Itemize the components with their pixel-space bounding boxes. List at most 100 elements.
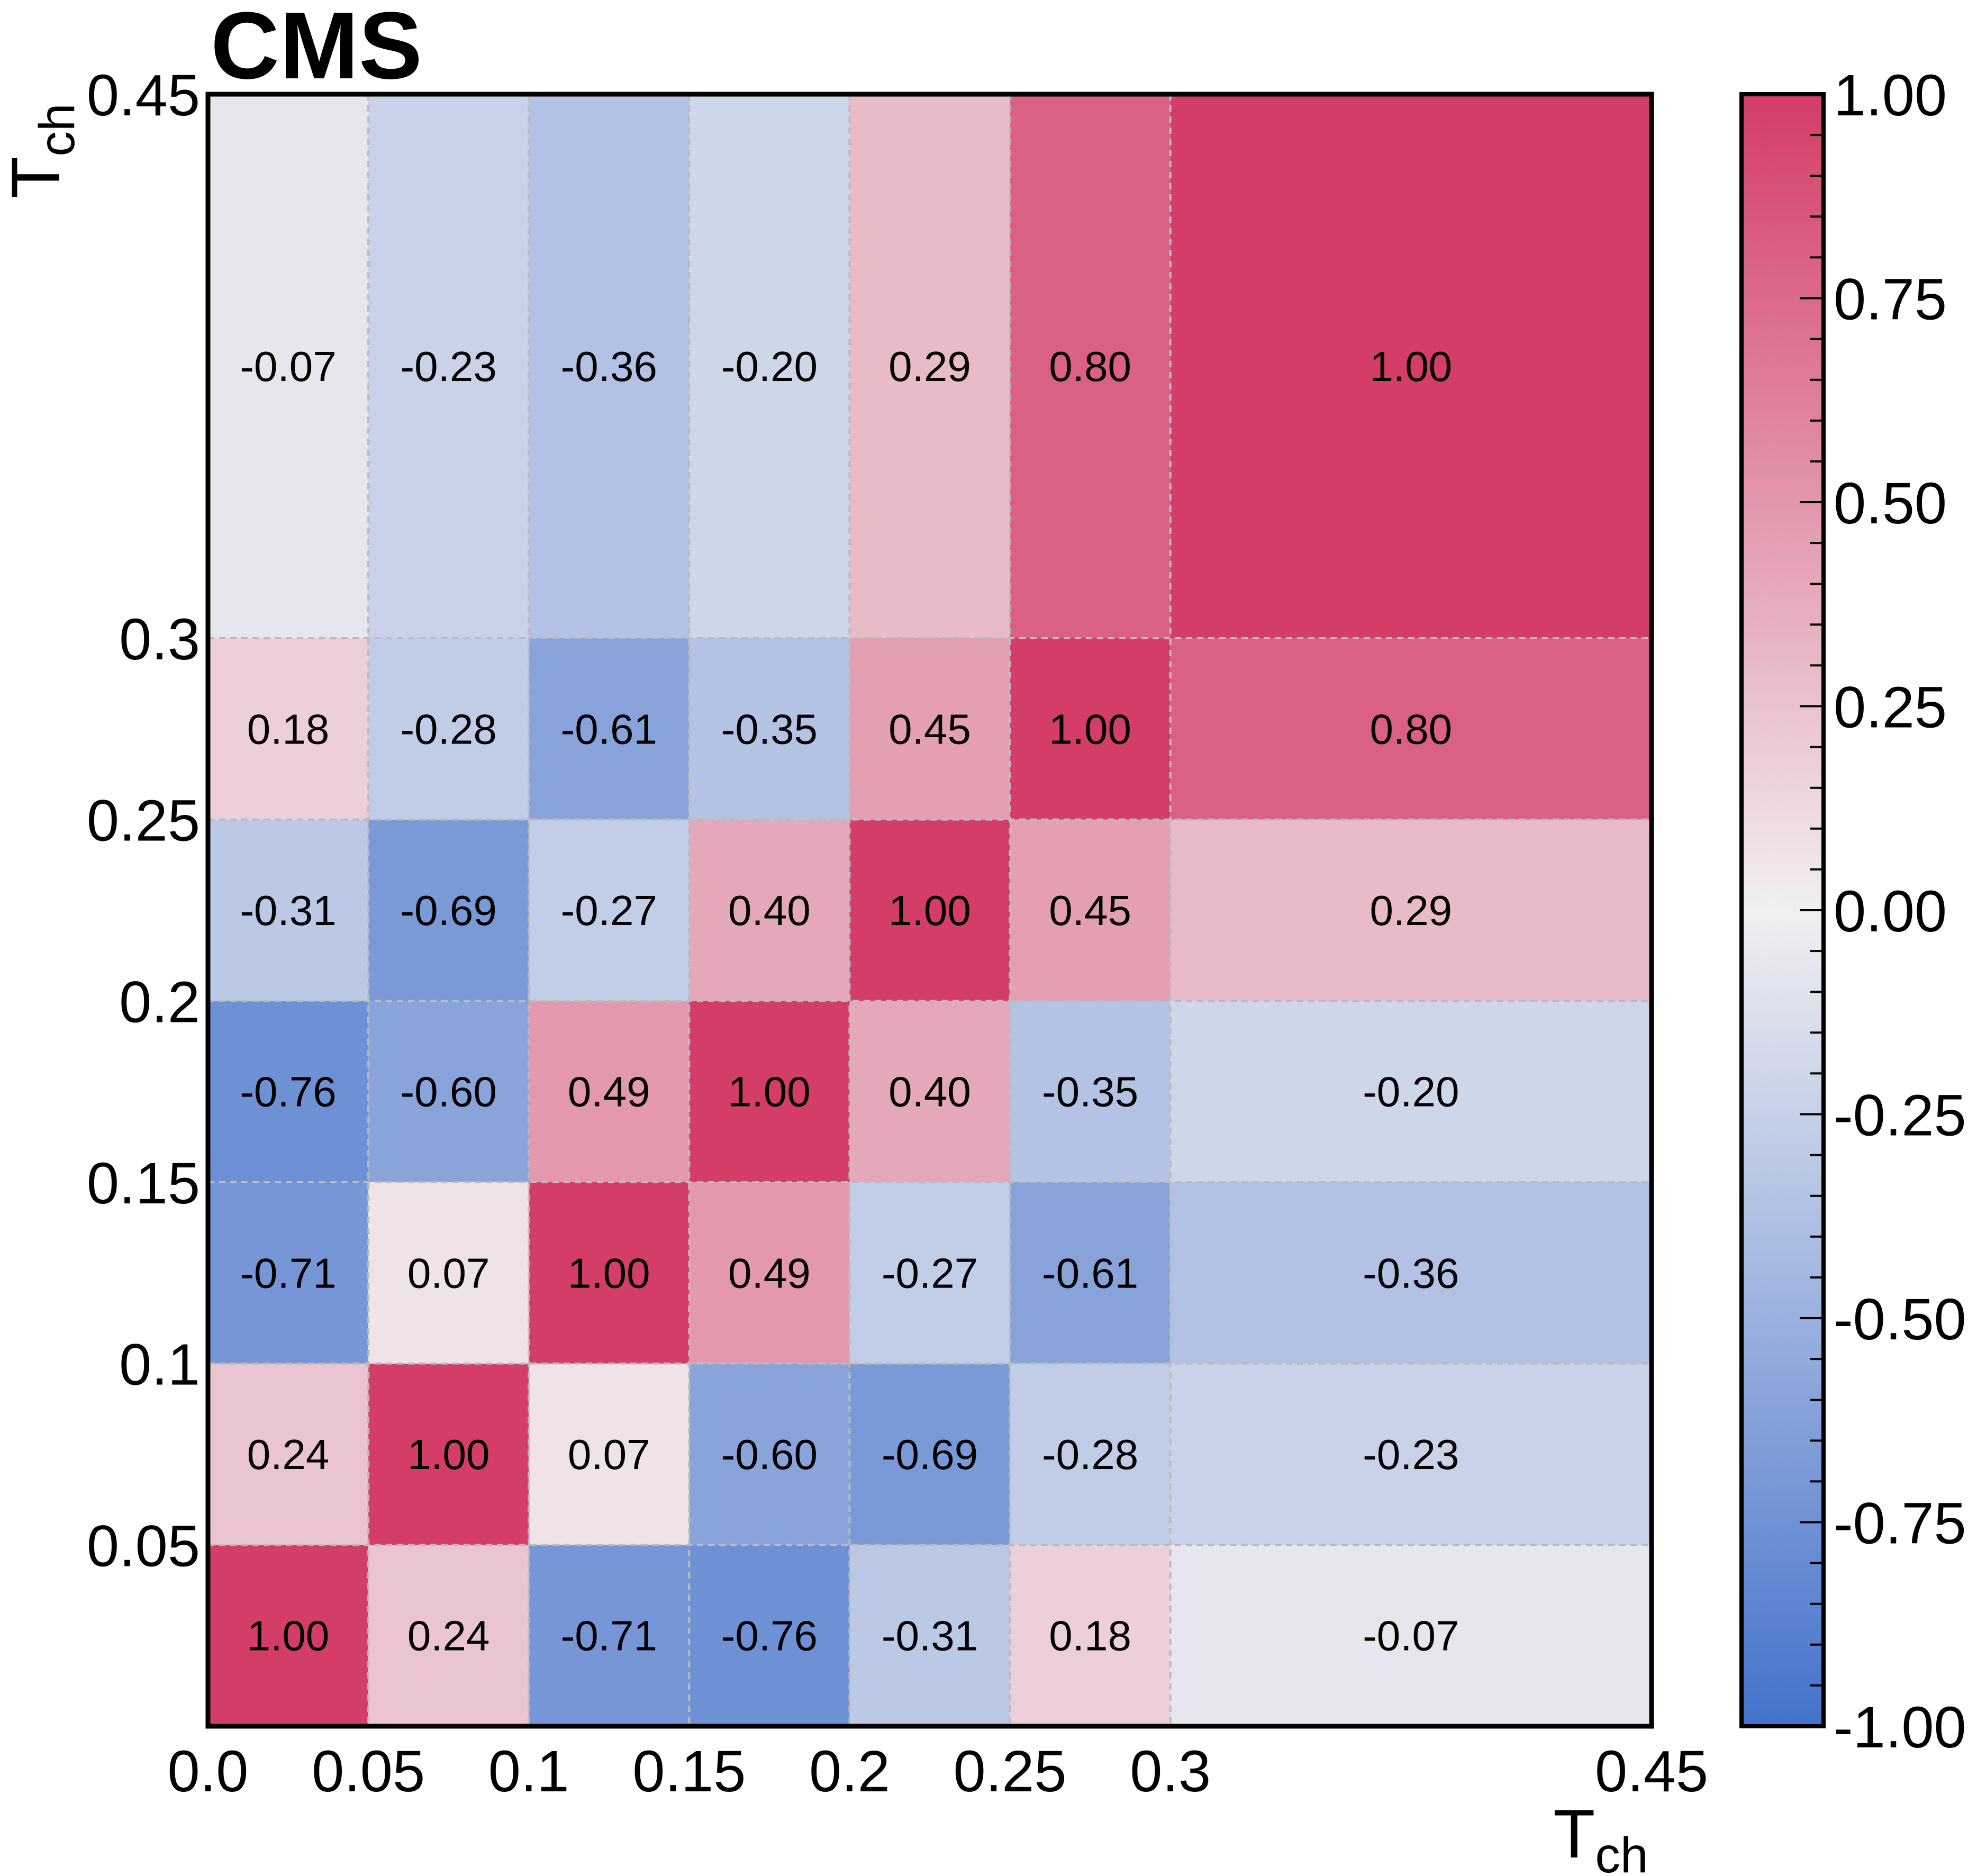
colorbar-tick-label: 0.25: [1834, 675, 1947, 740]
heatmap-cell: [1010, 94, 1171, 638]
cell-value-label: -0.07: [240, 343, 336, 390]
heatmap-cell: [529, 1545, 690, 1726]
heatmap-cell: [1170, 1001, 1652, 1182]
cell-value-label: -0.23: [1363, 1431, 1459, 1478]
x-tick-label: 0.0: [168, 1739, 249, 1804]
y-tick-label: 0.25: [87, 789, 200, 854]
heatmap-cell: [1170, 94, 1652, 638]
heatmap-cell: [1010, 1182, 1171, 1364]
cell-value-label: 0.24: [407, 1612, 490, 1660]
cell-value-label: 0.40: [728, 887, 811, 934]
cell-value-label: -0.20: [1363, 1068, 1459, 1116]
cell-value-label: -0.27: [561, 887, 657, 934]
heatmap-cell: [208, 1545, 369, 1726]
x-tick-label: 0.45: [1595, 1739, 1708, 1804]
cell-value-label: -0.36: [1363, 1249, 1459, 1297]
heatmap-cell: [1010, 1001, 1171, 1182]
y-axis-label-main: T: [0, 157, 74, 198]
heatmap-cell: [849, 1001, 1010, 1182]
colorbar-tick-label: 0.75: [1834, 267, 1947, 332]
cell-value-label: -0.69: [400, 887, 496, 934]
chart-title: CMS: [211, 0, 422, 99]
cell-value-label: -0.28: [400, 705, 496, 753]
heatmap-cell: [849, 1363, 1010, 1545]
heatmap-cell: [1010, 1545, 1171, 1726]
cell-value-label: 1.00: [407, 1431, 490, 1478]
heatmap-cell: [1010, 1363, 1171, 1545]
cell-value-label: 0.18: [1049, 1612, 1131, 1660]
x-axis-label-sub: ch: [1595, 1827, 1648, 1876]
cell-value-label: 1.00: [888, 887, 971, 934]
y-tick-label: 0.2: [119, 969, 200, 1035]
cell-value-label: 1.00: [728, 1068, 811, 1116]
cell-value-label: 0.45: [888, 705, 971, 753]
x-axis-label-main: T: [1553, 1795, 1595, 1872]
colorbar-tick-label: -0.50: [1834, 1287, 1966, 1352]
heatmap-cell: [368, 94, 529, 638]
cell-value-label: 1.00: [1049, 705, 1131, 753]
cell-value-label: -0.71: [240, 1249, 336, 1297]
cell-value-label: -0.60: [721, 1431, 818, 1478]
heatmap-cell: [208, 819, 369, 1001]
heatmap-cell: [1170, 819, 1652, 1001]
heatmap-cell: [529, 1001, 690, 1182]
cell-value-label: -0.61: [561, 705, 657, 753]
heatmap-cells: [208, 94, 1652, 1726]
cell-value-label: 0.07: [407, 1249, 490, 1297]
x-tick-label: 0.3: [1130, 1739, 1211, 1804]
heatmap-cell: [849, 1182, 1010, 1364]
cell-value-label: 1.00: [1370, 343, 1452, 390]
cell-value-label: -0.76: [240, 1068, 336, 1116]
heatmap-cell: [1010, 819, 1171, 1001]
cell-value-label: 0.18: [247, 705, 330, 753]
heatmap-cell: [368, 819, 529, 1001]
heatmap-cell: [529, 819, 690, 1001]
cell-value-label: 0.29: [888, 343, 971, 390]
cell-value-label: -0.69: [882, 1431, 978, 1478]
heatmap-cell: [1170, 1363, 1652, 1545]
cell-value-label: 0.29: [1370, 887, 1452, 934]
heatmap-cell: [368, 638, 529, 820]
cell-value-label: -0.36: [561, 343, 657, 390]
heatmap-cell: [689, 819, 850, 1001]
x-tick-label: 0.05: [312, 1739, 425, 1804]
heatmap-cell: [208, 94, 369, 638]
heatmap-cell: [849, 638, 1010, 820]
cell-value-label: 0.49: [728, 1249, 811, 1297]
heatmap-cell: [689, 1545, 850, 1726]
x-tick-label: 0.25: [954, 1739, 1067, 1804]
colorbar-tick-label: -0.25: [1834, 1083, 1966, 1148]
cell-value-label: -0.27: [882, 1249, 978, 1297]
cell-value-label: 0.80: [1049, 343, 1131, 390]
y-axis-label-sub: ch: [29, 103, 85, 156]
heatmap-cell: [208, 638, 369, 820]
cell-value-label: -0.31: [240, 887, 336, 934]
cell-value-label: 1.00: [568, 1249, 650, 1297]
heatmap-cell: [689, 1182, 850, 1364]
x-tick-label: 0.2: [809, 1739, 890, 1804]
heatmap-cell: [368, 1001, 529, 1182]
cell-value-label: -0.31: [882, 1612, 978, 1660]
heatmap-cell: [849, 1545, 1010, 1726]
cell-value-label: 0.40: [888, 1068, 971, 1116]
heatmap-cell: [368, 1182, 529, 1364]
heatmap-cell: [529, 638, 690, 820]
heatmap-cell: [1010, 638, 1171, 820]
heatmap-cell: [1170, 638, 1652, 820]
y-tick-label: 0.45: [87, 63, 200, 128]
colorbar-tick-label: 1.00: [1834, 63, 1947, 128]
heatmap-cell: [1170, 1545, 1652, 1726]
cell-value-label: -0.60: [400, 1068, 496, 1116]
cell-value-label: 0.49: [568, 1068, 650, 1116]
heatmap-cell: [368, 1363, 529, 1545]
heatmap-cell: [689, 1001, 850, 1182]
heatmap-cell: [1170, 1182, 1652, 1364]
heatmap-cell: [849, 819, 1010, 1001]
x-axis-label: Tch: [1553, 1795, 1648, 1876]
heatmap-cell: [208, 1363, 369, 1545]
heatmap-cell: [689, 94, 850, 638]
heatmap-grid: [208, 94, 1652, 1726]
y-tick-label: 0.15: [87, 1151, 200, 1216]
heatmap-cell-labels: 1.00 0.24 -0.71 -0.76 -0.31 0.18 -0.07 0.24 1.00…: [240, 343, 1459, 1660]
y-tick-label: 0.05: [87, 1514, 200, 1579]
